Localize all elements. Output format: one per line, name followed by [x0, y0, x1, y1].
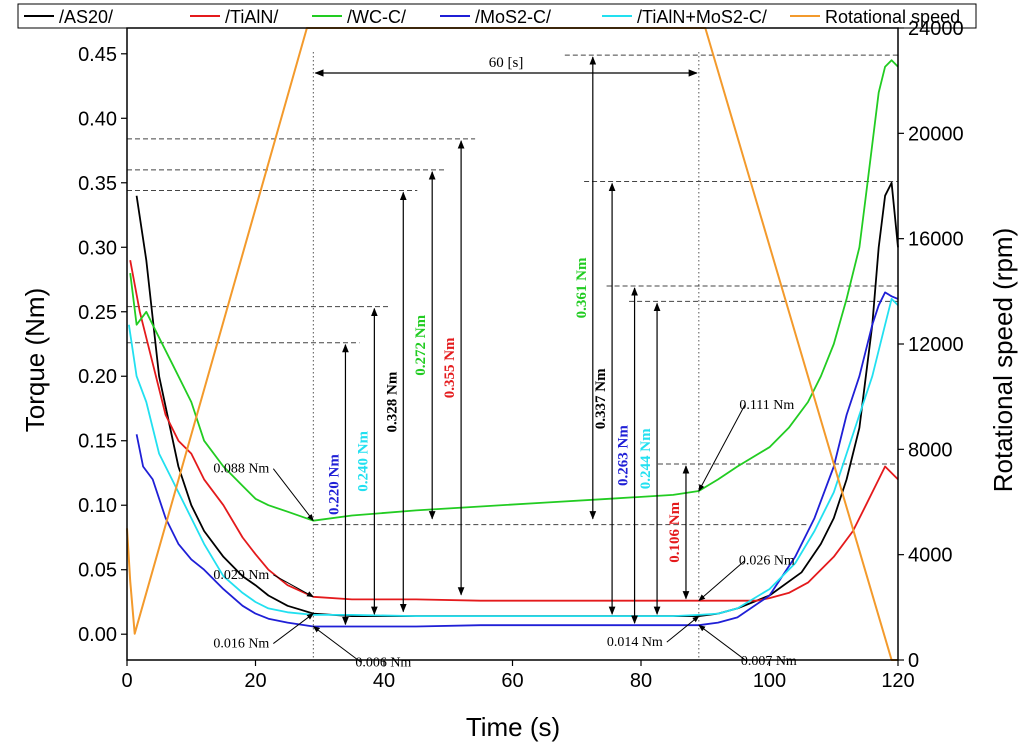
pointer-arrow [698, 624, 748, 662]
annotation-lines [127, 52, 898, 660]
y2-axis-label: Rotational speed (rpm) [988, 228, 1018, 492]
y2-tick-label: 24000 [908, 18, 964, 40]
y-tick-label: 0.00 [78, 624, 117, 646]
difference-label: 0.361 Nm [574, 257, 590, 318]
y-axis-label: Torque (Nm) [20, 288, 50, 432]
y2-tick-label: 16000 [908, 229, 964, 251]
x-tick-label: 80 [630, 670, 652, 692]
pointer-arrow [698, 560, 746, 602]
pointer-arrow [272, 468, 314, 522]
legend-label: /TiAlN+MoS2-C/ [637, 7, 767, 27]
y-tick-label: 0.25 [78, 302, 117, 324]
difference-label: 0.240 Nm [355, 430, 371, 491]
pointer-label: 0.014 Nm [607, 635, 663, 650]
pointer-arrow [273, 613, 314, 644]
y-tick-label: 0.15 [78, 431, 117, 453]
difference-label: 0.106 Nm [667, 501, 683, 562]
y-tick-label: 0.35 [78, 173, 117, 195]
y2-tick-label: 12000 [908, 334, 964, 356]
legend-label: Rotational speed [825, 7, 960, 27]
interval-label: 60 [s] [489, 55, 524, 71]
x-tick-label: 120 [881, 670, 914, 692]
series-line-3 [135, 291, 899, 628]
x-tick-label: 20 [244, 670, 266, 692]
x-tick-label: 0 [121, 670, 132, 692]
y2-tick-label: 8000 [908, 439, 953, 461]
legend-label: /MoS2-C/ [475, 7, 551, 27]
y2-tick-label: 0 [908, 650, 919, 672]
axes: 0 20 40 60 80 100 120 0.00 0.05 0.10 0.15 0.20 0.25 0… [78, 18, 964, 692]
y-tick-label: 0.45 [78, 44, 117, 66]
legend-label: /TiAlN/ [225, 7, 278, 27]
difference-label: 0.263 Nm [616, 425, 632, 486]
x-tick-label: 60 [501, 670, 523, 692]
difference-label: 0.220 Nm [326, 454, 342, 515]
y-tick-label: 0.05 [78, 560, 117, 582]
pointer-label: 0.088 Nm [213, 462, 269, 477]
y-tick-label: 0.40 [78, 108, 117, 130]
difference-label: 0.337 Nm [593, 368, 609, 429]
pointer-label: 0.016 Nm [213, 637, 269, 652]
annotation-arrows: 60 [s] 0.220 Nm 0.240 Nm 0.328 Nm 0.272 Nm 0.… [213, 55, 797, 670]
difference-label: 0.244 Nm [638, 428, 654, 489]
pointer-label: 0.006 Nm [355, 655, 411, 670]
pointer-label: 0.029 Nm [213, 568, 269, 583]
x-tick-label: 40 [373, 670, 395, 692]
difference-label: 0.355 Nm [442, 337, 458, 398]
x-tick-label: 100 [753, 670, 786, 692]
pointer-label: 0.111 Nm [739, 398, 794, 413]
legend-label: /WC-C/ [347, 7, 406, 27]
legend: /AS20/ /TiAlN/ /WC-C/ /MoS2-C/ /TiAlN+MoS2-C… [17, 3, 977, 29]
y-tick-label: 0.20 [78, 366, 117, 388]
pointer-arrow [666, 615, 700, 643]
axis-titles: Time (s) Torque (Nm) Rotational speed (r… [20, 228, 1018, 742]
y-tick-label: 0.10 [78, 495, 117, 517]
legend-label: /AS20/ [59, 7, 113, 27]
difference-label: 0.272 Nm [413, 314, 429, 375]
y2-tick-label: 20000 [908, 123, 964, 145]
pointer-arrow [698, 404, 746, 492]
difference-label: 0.328 Nm [384, 371, 400, 432]
pointer-label: 0.007 Nm [741, 654, 797, 669]
pointer-arrow [273, 574, 314, 598]
pointer-arrow [312, 626, 362, 663]
pointer-label: 0.026 Nm [739, 554, 795, 569]
series-line-4 [128, 298, 899, 617]
y-tick-label: 0.30 [78, 237, 117, 259]
series-line-1 [129, 260, 899, 602]
x-axis-label: Time (s) [466, 712, 560, 742]
y2-tick-label: 4000 [908, 545, 953, 567]
